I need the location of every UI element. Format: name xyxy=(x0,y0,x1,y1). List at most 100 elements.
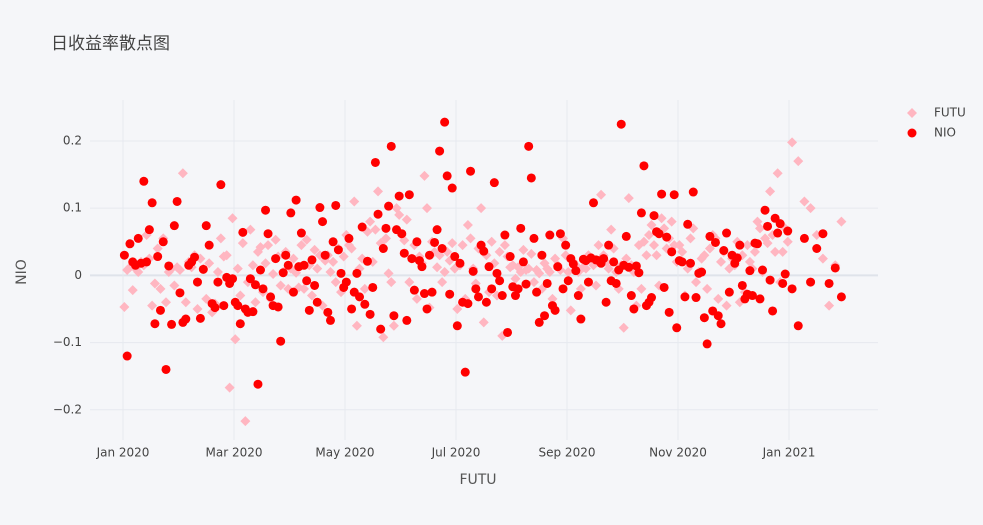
point xyxy=(787,284,797,294)
point xyxy=(299,283,310,294)
point xyxy=(288,287,298,297)
point xyxy=(463,299,473,309)
point xyxy=(161,297,172,308)
point xyxy=(133,233,143,243)
point xyxy=(204,240,214,250)
point xyxy=(528,277,539,288)
point xyxy=(283,260,293,270)
point xyxy=(370,157,380,167)
point xyxy=(445,289,455,299)
point xyxy=(817,253,828,264)
point xyxy=(238,227,248,237)
point xyxy=(427,287,437,297)
point xyxy=(636,208,646,218)
point xyxy=(323,307,333,317)
point xyxy=(685,258,695,268)
point xyxy=(365,216,376,227)
point xyxy=(836,292,846,302)
point xyxy=(713,293,724,304)
point xyxy=(447,238,458,249)
point xyxy=(330,277,341,288)
point xyxy=(221,250,232,261)
point xyxy=(641,250,652,261)
point xyxy=(213,277,223,287)
point xyxy=(611,278,621,288)
legend-label[interactable]: NIO xyxy=(934,126,956,140)
point xyxy=(677,246,688,257)
legend-label[interactable]: FUTU xyxy=(934,106,966,120)
x-tick-label: Jul 2020 xyxy=(431,446,481,460)
point xyxy=(357,222,367,232)
point xyxy=(593,240,604,251)
point xyxy=(210,303,220,313)
point xyxy=(296,228,306,238)
point xyxy=(270,234,281,245)
point xyxy=(331,200,341,210)
point xyxy=(240,416,251,427)
point xyxy=(450,252,460,262)
point xyxy=(601,297,611,307)
point xyxy=(212,267,223,278)
point xyxy=(777,246,788,257)
point xyxy=(576,314,586,324)
point xyxy=(716,319,726,329)
point xyxy=(468,266,478,276)
legend-marker[interactable] xyxy=(907,108,917,118)
point xyxy=(320,250,330,260)
point xyxy=(457,240,468,251)
point xyxy=(465,233,476,244)
point xyxy=(583,277,593,287)
point xyxy=(380,233,391,244)
point xyxy=(328,256,339,267)
point xyxy=(540,311,550,321)
point xyxy=(177,168,188,179)
point xyxy=(233,301,243,311)
point xyxy=(394,209,405,220)
point xyxy=(355,292,365,302)
legend-marker[interactable] xyxy=(907,128,917,138)
point xyxy=(621,231,631,241)
point xyxy=(409,285,419,295)
point xyxy=(384,201,394,211)
point xyxy=(315,203,325,213)
point xyxy=(510,273,521,284)
point xyxy=(421,203,432,214)
point xyxy=(432,225,442,235)
x-axis-title: FUTU xyxy=(459,472,496,488)
point xyxy=(691,277,702,288)
point xyxy=(149,278,160,289)
point xyxy=(288,253,299,264)
point xyxy=(325,315,335,325)
point xyxy=(312,263,323,274)
point xyxy=(306,290,317,301)
point xyxy=(479,246,489,256)
point xyxy=(360,299,370,309)
point xyxy=(147,300,158,311)
point xyxy=(603,263,614,274)
point xyxy=(649,240,660,251)
point xyxy=(547,293,558,304)
point xyxy=(204,258,215,269)
point xyxy=(273,302,283,312)
point xyxy=(471,284,481,294)
x-tick-label: Jan 2020 xyxy=(96,446,150,460)
point xyxy=(346,243,357,254)
point xyxy=(473,292,483,302)
point xyxy=(260,258,271,269)
point xyxy=(763,221,773,231)
point xyxy=(500,230,510,240)
point xyxy=(724,287,734,297)
point xyxy=(702,283,713,294)
plot-area xyxy=(119,117,847,427)
point xyxy=(561,240,571,250)
point xyxy=(752,239,762,249)
point xyxy=(606,224,617,235)
point xyxy=(437,277,448,288)
point xyxy=(439,267,450,278)
point xyxy=(281,250,291,260)
point xyxy=(486,236,497,247)
y-axis-title: NIO xyxy=(14,259,30,285)
point xyxy=(250,297,261,308)
point xyxy=(271,254,281,264)
point xyxy=(526,248,537,259)
